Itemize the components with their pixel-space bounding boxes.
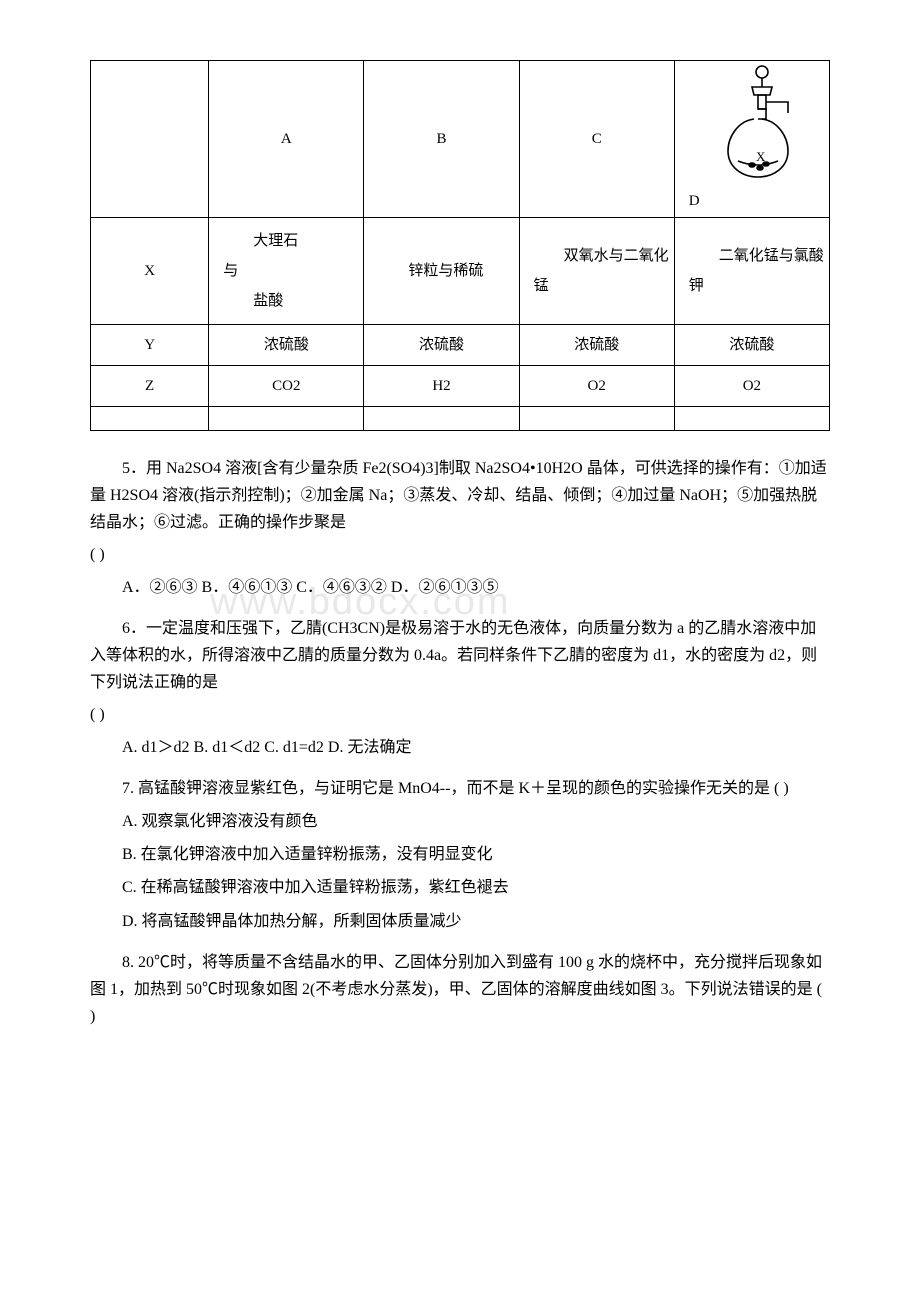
options-table: A B C X D [90, 60, 830, 431]
q8-stem: 8. 20℃时，将等质量不含结晶水的甲、乙固体分别加入到盛有 100 g 水的烧… [90, 949, 830, 1031]
header-d: D [679, 189, 825, 213]
q7-stem: 7. 高锰酸钾溶液显紫红色，与证明它是 MnO4--，而不是 K＋呈现的颜色的实… [90, 775, 830, 802]
row-z-c: O2 [519, 366, 674, 407]
header-b: B [364, 61, 519, 218]
row-x-b: 锌粒与稀硫 [364, 218, 519, 325]
q6-stem: 6．一定温度和压强下，乙腈(CH3CN)是极易溶于水的无色液体，向质量分数为 a… [90, 615, 830, 697]
q7-option-d: D. 将高锰酸钾晶体加热分解，所剩固体质量减少 [90, 908, 830, 935]
empty-cell-4 [519, 407, 674, 431]
row-x-a-line2: 与 [223, 263, 238, 279]
row-y-b: 浓硫酸 [364, 325, 519, 366]
q7-option-a: A. 观察氯化钾溶液没有颜色 [90, 808, 830, 835]
flask-apparatus-icon: X [708, 65, 796, 185]
row-x-a-line3: 盐酸 [223, 293, 283, 309]
table-header-row: A B C X D [91, 61, 830, 218]
header-a: A [209, 61, 364, 218]
q5-stem: 5．用 Na2SO4 溶液[含有少量杂质 Fe2(SO4)3]制取 Na2SO4… [90, 455, 830, 537]
table-row-x: X 大理石 与 盐酸 锌粒与稀硫 双氧水与二氧化锰 二氧化锰与氯酸钾 [91, 218, 830, 325]
row-x-a-line1: 大理石 [223, 233, 298, 249]
q6-options: A. d1＞d2 B. d1＜d2 C. d1=d2 D. 无法确定 [90, 734, 830, 761]
row-z-d: O2 [674, 366, 829, 407]
header-d-cell: X D [674, 61, 829, 218]
table-row-z: Z CO2 H2 O2 O2 [91, 366, 830, 407]
row-y-label: Y [91, 325, 209, 366]
table-row-y: Y 浓硫酸 浓硫酸 浓硫酸 浓硫酸 [91, 325, 830, 366]
row-x-c: 双氧水与二氧化锰 [519, 218, 674, 325]
row-y-d: 浓硫酸 [674, 325, 829, 366]
row-z-b: H2 [364, 366, 519, 407]
header-c: C [519, 61, 674, 218]
row-z-label: Z [91, 366, 209, 407]
q5-paren: ( ) [90, 541, 830, 568]
row-x-a: 大理石 与 盐酸 [209, 218, 364, 325]
q5-options: A．②⑥③ B．④⑥①③ C．④⑥③② D．②⑥①③⑤ [90, 574, 830, 601]
header-blank [91, 61, 209, 218]
q7-option-c: C. 在稀高锰酸钾溶液中加入适量锌粉振荡，紫红色褪去 [90, 874, 830, 901]
empty-cell-1 [91, 407, 209, 431]
row-z-a: CO2 [209, 366, 364, 407]
row-y-c: 浓硫酸 [519, 325, 674, 366]
flask-x-label: X [756, 149, 766, 164]
empty-cell-2 [209, 407, 364, 431]
table-empty-row [91, 407, 830, 431]
row-y-a: 浓硫酸 [209, 325, 364, 366]
empty-cell-3 [364, 407, 519, 431]
q6-paren: ( ) [90, 701, 830, 728]
empty-cell-5 [674, 407, 829, 431]
row-x-d: 二氧化锰与氯酸钾 [674, 218, 829, 325]
q7-option-b: B. 在氯化钾溶液中加入适量锌粉振荡，没有明显变化 [90, 841, 830, 868]
row-x-label: X [91, 218, 209, 325]
